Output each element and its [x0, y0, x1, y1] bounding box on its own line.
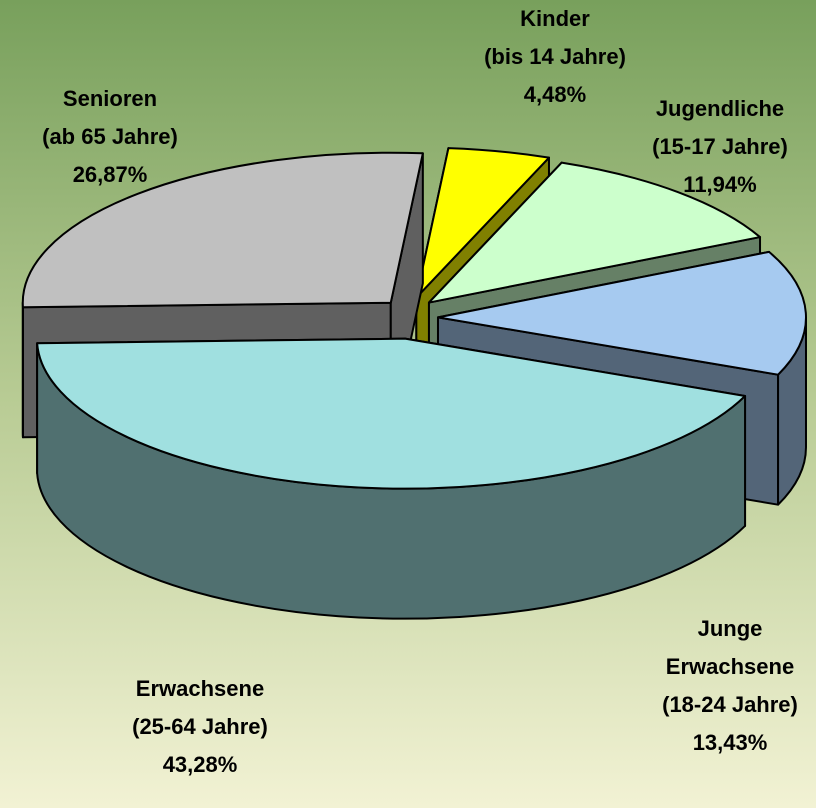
value-label: 11,94%: [683, 172, 756, 197]
category-label: Erwachsene: [136, 676, 264, 701]
value-label: 43,28%: [163, 752, 238, 777]
category-label: Erwachsene: [666, 654, 794, 679]
category-label: (18-24 Jahre): [662, 692, 798, 717]
category-label: Kinder: [520, 6, 590, 31]
category-label: Senioren: [63, 86, 157, 111]
slice: [436, 250, 807, 376]
category-label: (25-64 Jahre): [132, 714, 268, 739]
slice: [415, 147, 550, 299]
category-label: Jugendliche: [656, 96, 784, 121]
value-label: 4,48%: [524, 82, 586, 107]
slice: [427, 161, 762, 304]
slice: [36, 337, 747, 490]
slice: [21, 151, 424, 309]
value-label: 13,43%: [693, 730, 768, 755]
category-label: (ab 65 Jahre): [42, 124, 178, 149]
category-label: (bis 14 Jahre): [484, 44, 626, 69]
category-label: Junge: [698, 616, 763, 641]
category-label: (15-17 Jahre): [652, 134, 788, 159]
value-label: 26,87%: [73, 162, 148, 187]
